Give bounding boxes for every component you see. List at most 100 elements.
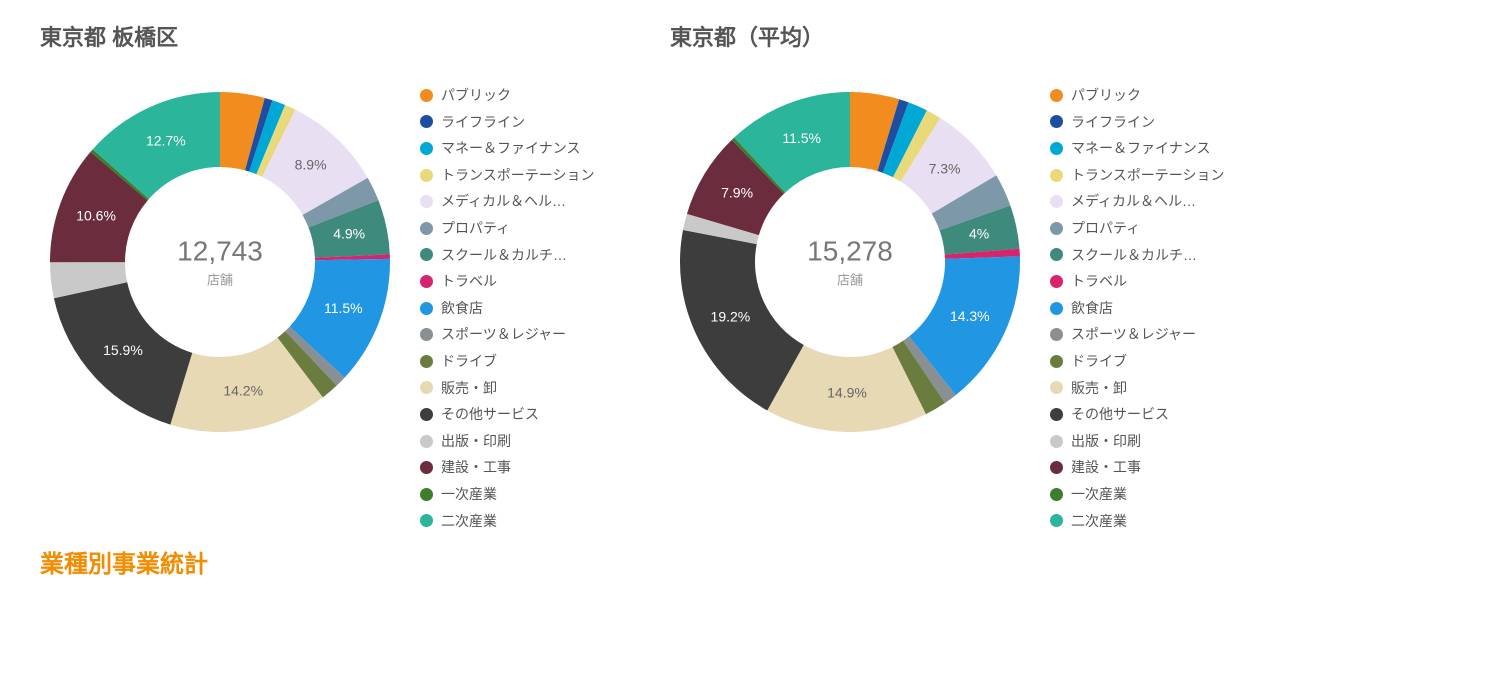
legend-swatch [420, 302, 433, 315]
legend-label: トラベル [1071, 268, 1127, 295]
legend-item[interactable]: ドライブ [1050, 348, 1240, 375]
legend-item[interactable]: プロパティ [1050, 215, 1240, 242]
legend-item[interactable]: 二次産業 [1050, 508, 1240, 535]
legend-label: 販売・卸 [1071, 375, 1127, 402]
chart-block-left: 東京都 板橋区 8.9%4.9%11.5%14.2%15.9%10.6%12.7… [40, 20, 610, 534]
legend-label: ライフライン [1071, 109, 1155, 136]
legend-swatch [420, 435, 433, 448]
legend-item[interactable]: パブリック [420, 82, 610, 109]
legend-item[interactable]: その他サービス [420, 401, 610, 428]
legend-item[interactable]: メディカル＆ヘル… [420, 188, 610, 215]
legend: パブリックライフラインマネー＆ファイナンストランスポーテーションメディカル＆ヘル… [420, 82, 610, 534]
chart-body: 7.3%4%14.3%14.9%19.2%7.9%11.5% 15,278 店舗… [670, 82, 1240, 534]
legend-item[interactable]: ライフライン [420, 109, 610, 136]
legend-item[interactable]: 建設・工事 [420, 454, 610, 481]
legend-item[interactable]: 一次産業 [1050, 481, 1240, 508]
slice-pct-label: 11.5% [324, 300, 363, 316]
legend-swatch [1050, 328, 1063, 341]
slice-pct-label: 7.9% [721, 184, 753, 200]
legend-label: 飲食店 [1071, 295, 1113, 322]
charts-row: 東京都 板橋区 8.9%4.9%11.5%14.2%15.9%10.6%12.7… [40, 20, 1454, 534]
legend-label: ドライブ [441, 348, 497, 375]
legend-swatch [420, 514, 433, 527]
legend-swatch [1050, 461, 1063, 474]
center-value: 15,278 [807, 236, 893, 268]
slice-pct-label: 11.5% [782, 130, 821, 146]
slice-pct-label: 10.6% [76, 207, 116, 223]
legend-item[interactable]: スポーツ＆レジャー [420, 321, 610, 348]
legend-item[interactable]: 販売・卸 [1050, 375, 1240, 402]
slice-pct-label: 8.9% [295, 157, 327, 173]
legend-item[interactable]: トラベル [420, 268, 610, 295]
legend: パブリックライフラインマネー＆ファイナンストランスポーテーションメディカル＆ヘル… [1050, 82, 1240, 534]
legend-item[interactable]: メディカル＆ヘル… [1050, 188, 1240, 215]
legend-label: 一次産業 [1071, 481, 1127, 508]
legend-swatch [1050, 89, 1063, 102]
slice-pct-label: 4% [969, 225, 989, 241]
legend-item[interactable]: 建設・工事 [1050, 454, 1240, 481]
legend-swatch [420, 89, 433, 102]
legend-swatch [420, 408, 433, 421]
legend-label: 出版・印刷 [441, 428, 511, 455]
donut-chart: 8.9%4.9%11.5%14.2%15.9%10.6%12.7% 12,743… [40, 82, 400, 442]
legend-label: 一次産業 [441, 481, 497, 508]
legend-swatch [1050, 195, 1063, 208]
legend-label: 建設・工事 [1071, 454, 1141, 481]
legend-swatch [1050, 275, 1063, 288]
donut-chart: 7.3%4%14.3%14.9%19.2%7.9%11.5% 15,278 店舗 [670, 82, 1030, 442]
legend-item[interactable]: 出版・印刷 [1050, 428, 1240, 455]
legend-label: 建設・工事 [441, 454, 511, 481]
legend-item[interactable]: トランスポーテーション [1050, 162, 1240, 189]
legend-swatch [420, 248, 433, 261]
legend-label: トランスポーテーション [1071, 162, 1224, 189]
legend-label: ドライブ [1071, 348, 1127, 375]
legend-swatch [420, 115, 433, 128]
legend-swatch [420, 461, 433, 474]
legend-label: パブリック [1071, 82, 1141, 109]
legend-label: 飲食店 [441, 295, 483, 322]
chart-title: 東京都 板橋区 [40, 20, 610, 52]
legend-item[interactable]: スクール＆カルチ… [1050, 242, 1240, 269]
legend-item[interactable]: 一次産業 [420, 481, 610, 508]
legend-swatch [420, 169, 433, 182]
center-unit: 店舗 [177, 270, 263, 289]
legend-item[interactable]: 飲食店 [420, 295, 610, 322]
legend-item[interactable]: マネー＆ファイナンス [1050, 135, 1240, 162]
donut-center: 15,278 店舗 [807, 236, 893, 289]
legend-swatch [1050, 381, 1063, 394]
legend-item[interactable]: スポーツ＆レジャー [1050, 321, 1240, 348]
legend-item[interactable]: マネー＆ファイナンス [420, 135, 610, 162]
legend-swatch [1050, 435, 1063, 448]
legend-item[interactable]: 二次産業 [420, 508, 610, 535]
legend-label: スクール＆カルチ… [1071, 242, 1197, 269]
legend-swatch [1050, 142, 1063, 155]
legend-swatch [420, 355, 433, 368]
center-unit: 店舗 [807, 270, 893, 289]
legend-label: 出版・印刷 [1071, 428, 1141, 455]
legend-label: 二次産業 [441, 508, 497, 535]
legend-item[interactable]: 出版・印刷 [420, 428, 610, 455]
legend-swatch [420, 222, 433, 235]
legend-swatch [1050, 248, 1063, 261]
legend-swatch [1050, 514, 1063, 527]
legend-label: スポーツ＆レジャー [1071, 321, 1196, 348]
chart-title: 東京都（平均） [670, 20, 1240, 52]
legend-item[interactable]: スクール＆カルチ… [420, 242, 610, 269]
legend-item[interactable]: ドライブ [420, 348, 610, 375]
legend-label: プロパティ [1071, 215, 1140, 242]
legend-item[interactable]: パブリック [1050, 82, 1240, 109]
legend-item[interactable]: 飲食店 [1050, 295, 1240, 322]
slice-pct-label: 14.3% [950, 308, 990, 324]
legend-label: メディカル＆ヘル… [441, 188, 566, 215]
slice-pct-label: 19.2% [711, 309, 751, 325]
legend-item[interactable]: 販売・卸 [420, 375, 610, 402]
legend-item[interactable]: ライフライン [1050, 109, 1240, 136]
legend-swatch [420, 275, 433, 288]
legend-item[interactable]: プロパティ [420, 215, 610, 242]
legend-item[interactable]: その他サービス [1050, 401, 1240, 428]
legend-item[interactable]: トラベル [1050, 268, 1240, 295]
legend-swatch [1050, 488, 1063, 501]
legend-swatch [1050, 355, 1063, 368]
legend-item[interactable]: トランスポーテーション [420, 162, 610, 189]
legend-label: プロパティ [441, 215, 510, 242]
